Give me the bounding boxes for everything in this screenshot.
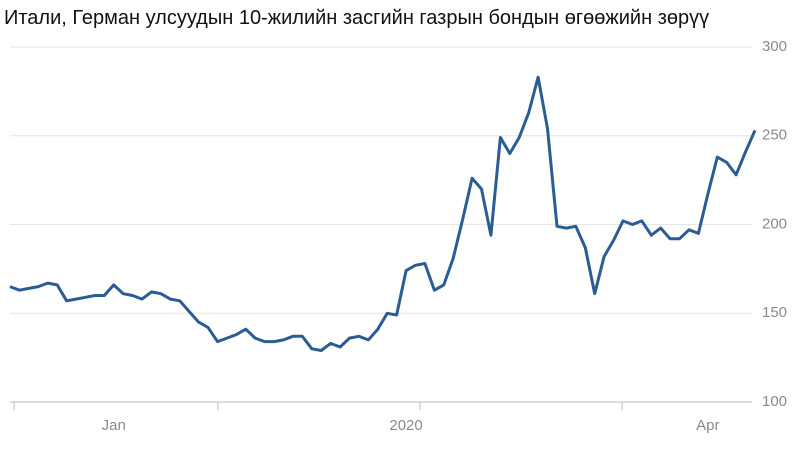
y-tick-label: 300: [762, 38, 787, 55]
y-tick-label: 150: [762, 304, 787, 321]
x-tick-label: Apr: [696, 417, 719, 434]
y-tick-label: 100: [762, 393, 787, 410]
x-separators: [13, 402, 623, 410]
x-tick-label: Jan: [102, 417, 126, 434]
y-tick-label: 250: [762, 127, 787, 144]
chart-title: Итали, Герман улсуудын 10-жилийн засгийн…: [4, 7, 710, 29]
line: [9, 75, 757, 352]
y-tick-label: 200: [762, 215, 787, 232]
x-tick-label: 2020: [389, 417, 422, 434]
